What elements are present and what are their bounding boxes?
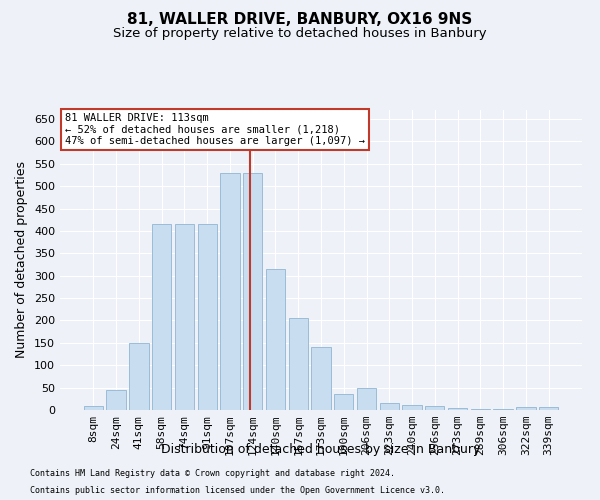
Bar <box>220 172 239 410</box>
Bar <box>311 348 331 410</box>
Text: Distribution of detached houses by size in Banbury: Distribution of detached houses by size … <box>161 442 481 456</box>
Bar <box>403 404 422 410</box>
Bar <box>175 224 194 410</box>
Text: 81 WALLER DRIVE: 113sqm
← 52% of detached houses are smaller (1,218)
47% of semi: 81 WALLER DRIVE: 113sqm ← 52% of detache… <box>65 113 365 146</box>
Bar <box>289 318 308 410</box>
Text: Contains HM Land Registry data © Crown copyright and database right 2024.: Contains HM Land Registry data © Crown c… <box>30 468 395 477</box>
Text: Contains public sector information licensed under the Open Government Licence v3: Contains public sector information licen… <box>30 486 445 495</box>
Bar <box>129 343 149 410</box>
Text: Size of property relative to detached houses in Banbury: Size of property relative to detached ho… <box>113 28 487 40</box>
Bar <box>357 388 376 410</box>
Bar <box>470 409 490 410</box>
Bar <box>266 269 285 410</box>
Y-axis label: Number of detached properties: Number of detached properties <box>16 162 28 358</box>
Bar <box>152 224 172 410</box>
Bar <box>334 394 353 410</box>
Bar <box>425 406 445 410</box>
Bar <box>539 407 558 410</box>
Bar <box>448 408 467 410</box>
Bar <box>106 390 126 410</box>
Bar <box>84 406 103 410</box>
Bar <box>516 407 536 410</box>
Text: 81, WALLER DRIVE, BANBURY, OX16 9NS: 81, WALLER DRIVE, BANBURY, OX16 9NS <box>127 12 473 28</box>
Bar <box>493 409 513 410</box>
Bar <box>243 172 262 410</box>
Bar <box>197 224 217 410</box>
Bar <box>380 404 399 410</box>
